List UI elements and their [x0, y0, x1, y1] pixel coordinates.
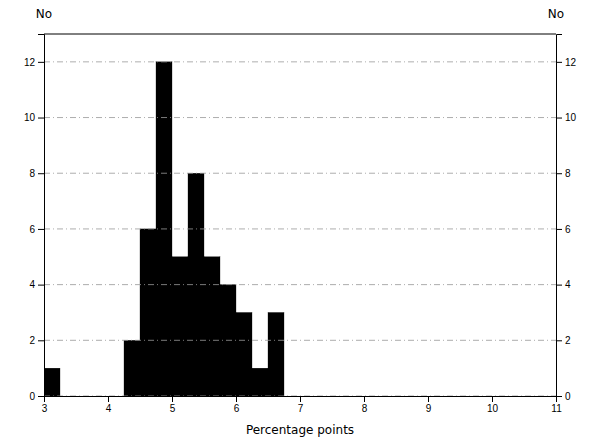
tick: 11	[551, 396, 562, 414]
tick: 0	[556, 391, 571, 402]
axis-line	[45, 397, 557, 403]
tick: 3	[42, 396, 48, 414]
tick-label: 8	[362, 403, 368, 414]
tick: 4	[106, 396, 112, 414]
tick-label: 10	[487, 403, 499, 414]
tick: 2	[556, 335, 571, 346]
tick-mark	[236, 396, 237, 402]
tick-mark	[172, 396, 173, 402]
tick-label: 10	[24, 112, 36, 123]
tick: 6	[234, 396, 240, 414]
tick-mark	[364, 396, 365, 402]
bar	[236, 312, 252, 396]
tick: 6	[556, 224, 571, 235]
tick-label: 12	[565, 57, 577, 68]
tick-label: 0	[29, 391, 35, 402]
y-axis-title: No	[36, 7, 52, 21]
tick-label: 3	[42, 403, 48, 414]
bar	[252, 368, 268, 396]
tick-label: 10	[565, 112, 577, 123]
tick: 10	[24, 112, 44, 123]
tick-label: 6	[29, 224, 35, 235]
grid-line	[44, 228, 556, 229]
axis-line	[557, 35, 563, 397]
grid-line	[44, 61, 556, 62]
bar	[44, 368, 60, 396]
tick: 10	[556, 112, 577, 123]
tick-mark	[38, 118, 44, 119]
grid-line	[44, 340, 556, 341]
bar	[140, 229, 156, 396]
tick: 8	[362, 396, 368, 414]
tick-label: 12	[24, 57, 36, 68]
tick: 6	[29, 224, 44, 235]
tick: 0	[29, 391, 44, 402]
tick-label: 4	[29, 279, 35, 290]
tick: 12	[24, 57, 44, 68]
chart: 34567891011024681012024681012Percentage …	[0, 0, 600, 446]
tick-mark	[556, 229, 562, 230]
tick-label: 2	[565, 335, 571, 346]
grid-line	[44, 284, 556, 285]
tick: 10	[487, 396, 499, 414]
x-axis-title: Percentage points	[246, 423, 354, 437]
tick: 8	[556, 168, 571, 179]
tick-mark	[556, 173, 562, 174]
tick: 7	[298, 396, 304, 414]
tick-mark	[108, 396, 109, 402]
tick-mark	[556, 285, 562, 286]
tick-mark	[38, 340, 44, 341]
tick: 4	[29, 279, 44, 290]
x-axis: 3 4 5 6 7 8 9 10 11	[42, 396, 562, 414]
y2-axis-title: No	[548, 7, 564, 21]
bar	[204, 257, 220, 396]
tick: 5	[170, 396, 176, 414]
bar	[124, 340, 140, 396]
tick-label: 9	[426, 403, 432, 414]
grid	[44, 62, 556, 396]
tick-label: 0	[565, 391, 571, 402]
tick-label: 4	[106, 403, 112, 414]
bar	[268, 312, 284, 396]
tick-label: 6	[565, 224, 571, 235]
tick-label: 4	[565, 279, 571, 290]
tick-mark	[38, 285, 44, 286]
tick: 12	[556, 57, 577, 68]
tick-label: 6	[234, 403, 240, 414]
frame-top	[44, 34, 556, 35]
y-axis: 0 2 4 6 8 10 12	[24, 35, 45, 402]
tick: 4	[556, 279, 571, 290]
tick-mark	[556, 340, 562, 341]
tick-mark	[38, 229, 44, 230]
tick-mark	[300, 396, 301, 402]
tick-mark	[38, 396, 44, 397]
tick: 8	[29, 168, 44, 179]
tick-mark	[556, 396, 562, 397]
tick-label: 2	[29, 335, 35, 346]
tick-mark	[556, 118, 562, 119]
tick-label: 11	[551, 403, 562, 414]
tick-mark	[38, 62, 44, 63]
bar	[172, 257, 188, 396]
y2-axis: 0 2 4 6 8 10 12	[556, 35, 577, 402]
tick-label: 8	[565, 168, 571, 179]
tick-label: 7	[298, 403, 304, 414]
tick-mark	[492, 396, 493, 402]
tick-mark	[38, 173, 44, 174]
grid-line	[44, 117, 556, 118]
tick: 9	[426, 396, 432, 414]
grid-line	[44, 173, 556, 174]
tick: 2	[29, 335, 44, 346]
axis-line	[38, 35, 45, 397]
plot: 34567891011024681012024681012	[24, 34, 577, 414]
tick-mark	[556, 62, 562, 63]
tick-label: 5	[170, 403, 176, 414]
tick-label: 8	[29, 168, 35, 179]
tick-mark	[428, 396, 429, 402]
